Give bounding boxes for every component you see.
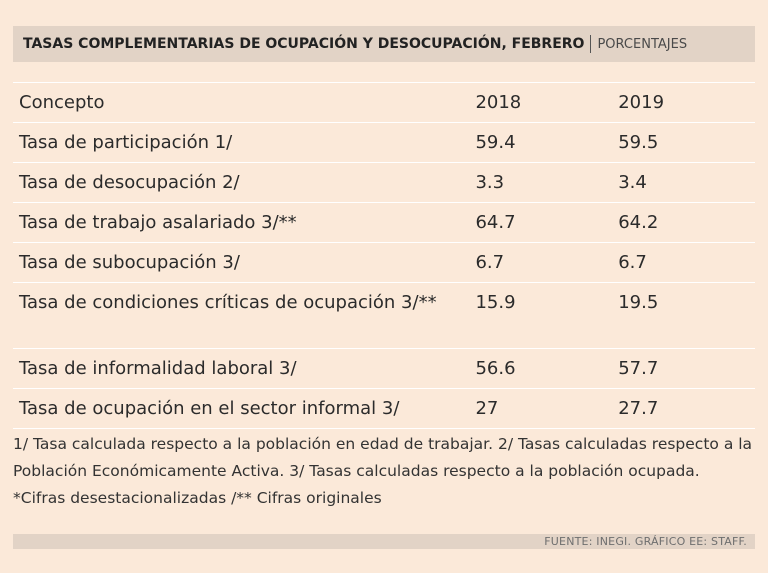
column-header-2018: 2018 — [469, 82, 613, 123]
table-subtitle: PORCENTAJES — [597, 36, 688, 52]
table-row: Tasa de ocupación en el sector informal … — [13, 388, 755, 429]
row-concept: Tasa de ocupación en el sector informal … — [13, 388, 470, 429]
title-bar: TASAS COMPLEMENTARIAS DE OCUPACIÓN Y DES… — [13, 26, 755, 62]
title-divider — [590, 35, 592, 53]
row-value-2019: 64.2 — [612, 202, 755, 243]
table-header-row: Concepto 2018 2019 — [13, 82, 755, 123]
data-table: Concepto 2018 2019 Tasa de participación… — [13, 82, 755, 429]
row-concept: Tasa de trabajo asalariado 3/** — [13, 202, 470, 243]
row-concept: Tasa de subocupación 3/ — [13, 242, 470, 283]
row-value-2019: 19.5 — [612, 282, 755, 349]
column-header-concept: Concepto — [13, 82, 470, 123]
row-value-2019: 57.7 — [612, 348, 755, 389]
row-value-2019: 3.4 — [612, 162, 755, 203]
footnotes: 1/ Tasa calculada respecto a la població… — [13, 435, 753, 507]
row-concept: Tasa de informalidad laboral 3/ — [13, 348, 470, 389]
row-concept: Tasa de participación 1/ — [13, 122, 470, 163]
table-row: Tasa de desocupación 2/ 3.3 3.4 — [13, 162, 755, 203]
table-row: Tasa de condiciones críticas de ocupació… — [13, 282, 755, 349]
row-value-2018: 64.7 — [469, 202, 613, 243]
source-credit: FUENTE: INEGI. GRÁFICO EE: STAFF. — [13, 534, 755, 549]
column-header-2019: 2019 — [612, 82, 755, 123]
row-value-2018: 27 — [469, 388, 613, 429]
table-title: TASAS COMPLEMENTARIAS DE OCUPACIÓN Y DES… — [23, 36, 585, 52]
row-concept: Tasa de condiciones críticas de ocupació… — [13, 282, 470, 349]
row-value-2019: 6.7 — [612, 242, 755, 283]
row-value-2018: 15.9 — [469, 282, 613, 349]
table-row: Tasa de subocupación 3/ 6.7 6.7 — [13, 242, 755, 283]
row-value-2019: 59.5 — [612, 122, 755, 163]
table-row: Tasa de trabajo asalariado 3/** 64.7 64.… — [13, 202, 755, 243]
row-value-2018: 6.7 — [469, 242, 613, 283]
table-row: Tasa de informalidad laboral 3/ 56.6 57.… — [13, 348, 755, 389]
row-value-2019: 27.7 — [612, 388, 755, 429]
row-value-2018: 56.6 — [469, 348, 613, 389]
row-value-2018: 3.3 — [469, 162, 613, 203]
table-row: Tasa de participación 1/ 59.4 59.5 — [13, 122, 755, 163]
row-value-2018: 59.4 — [469, 122, 613, 163]
row-concept: Tasa de desocupación 2/ — [13, 162, 470, 203]
